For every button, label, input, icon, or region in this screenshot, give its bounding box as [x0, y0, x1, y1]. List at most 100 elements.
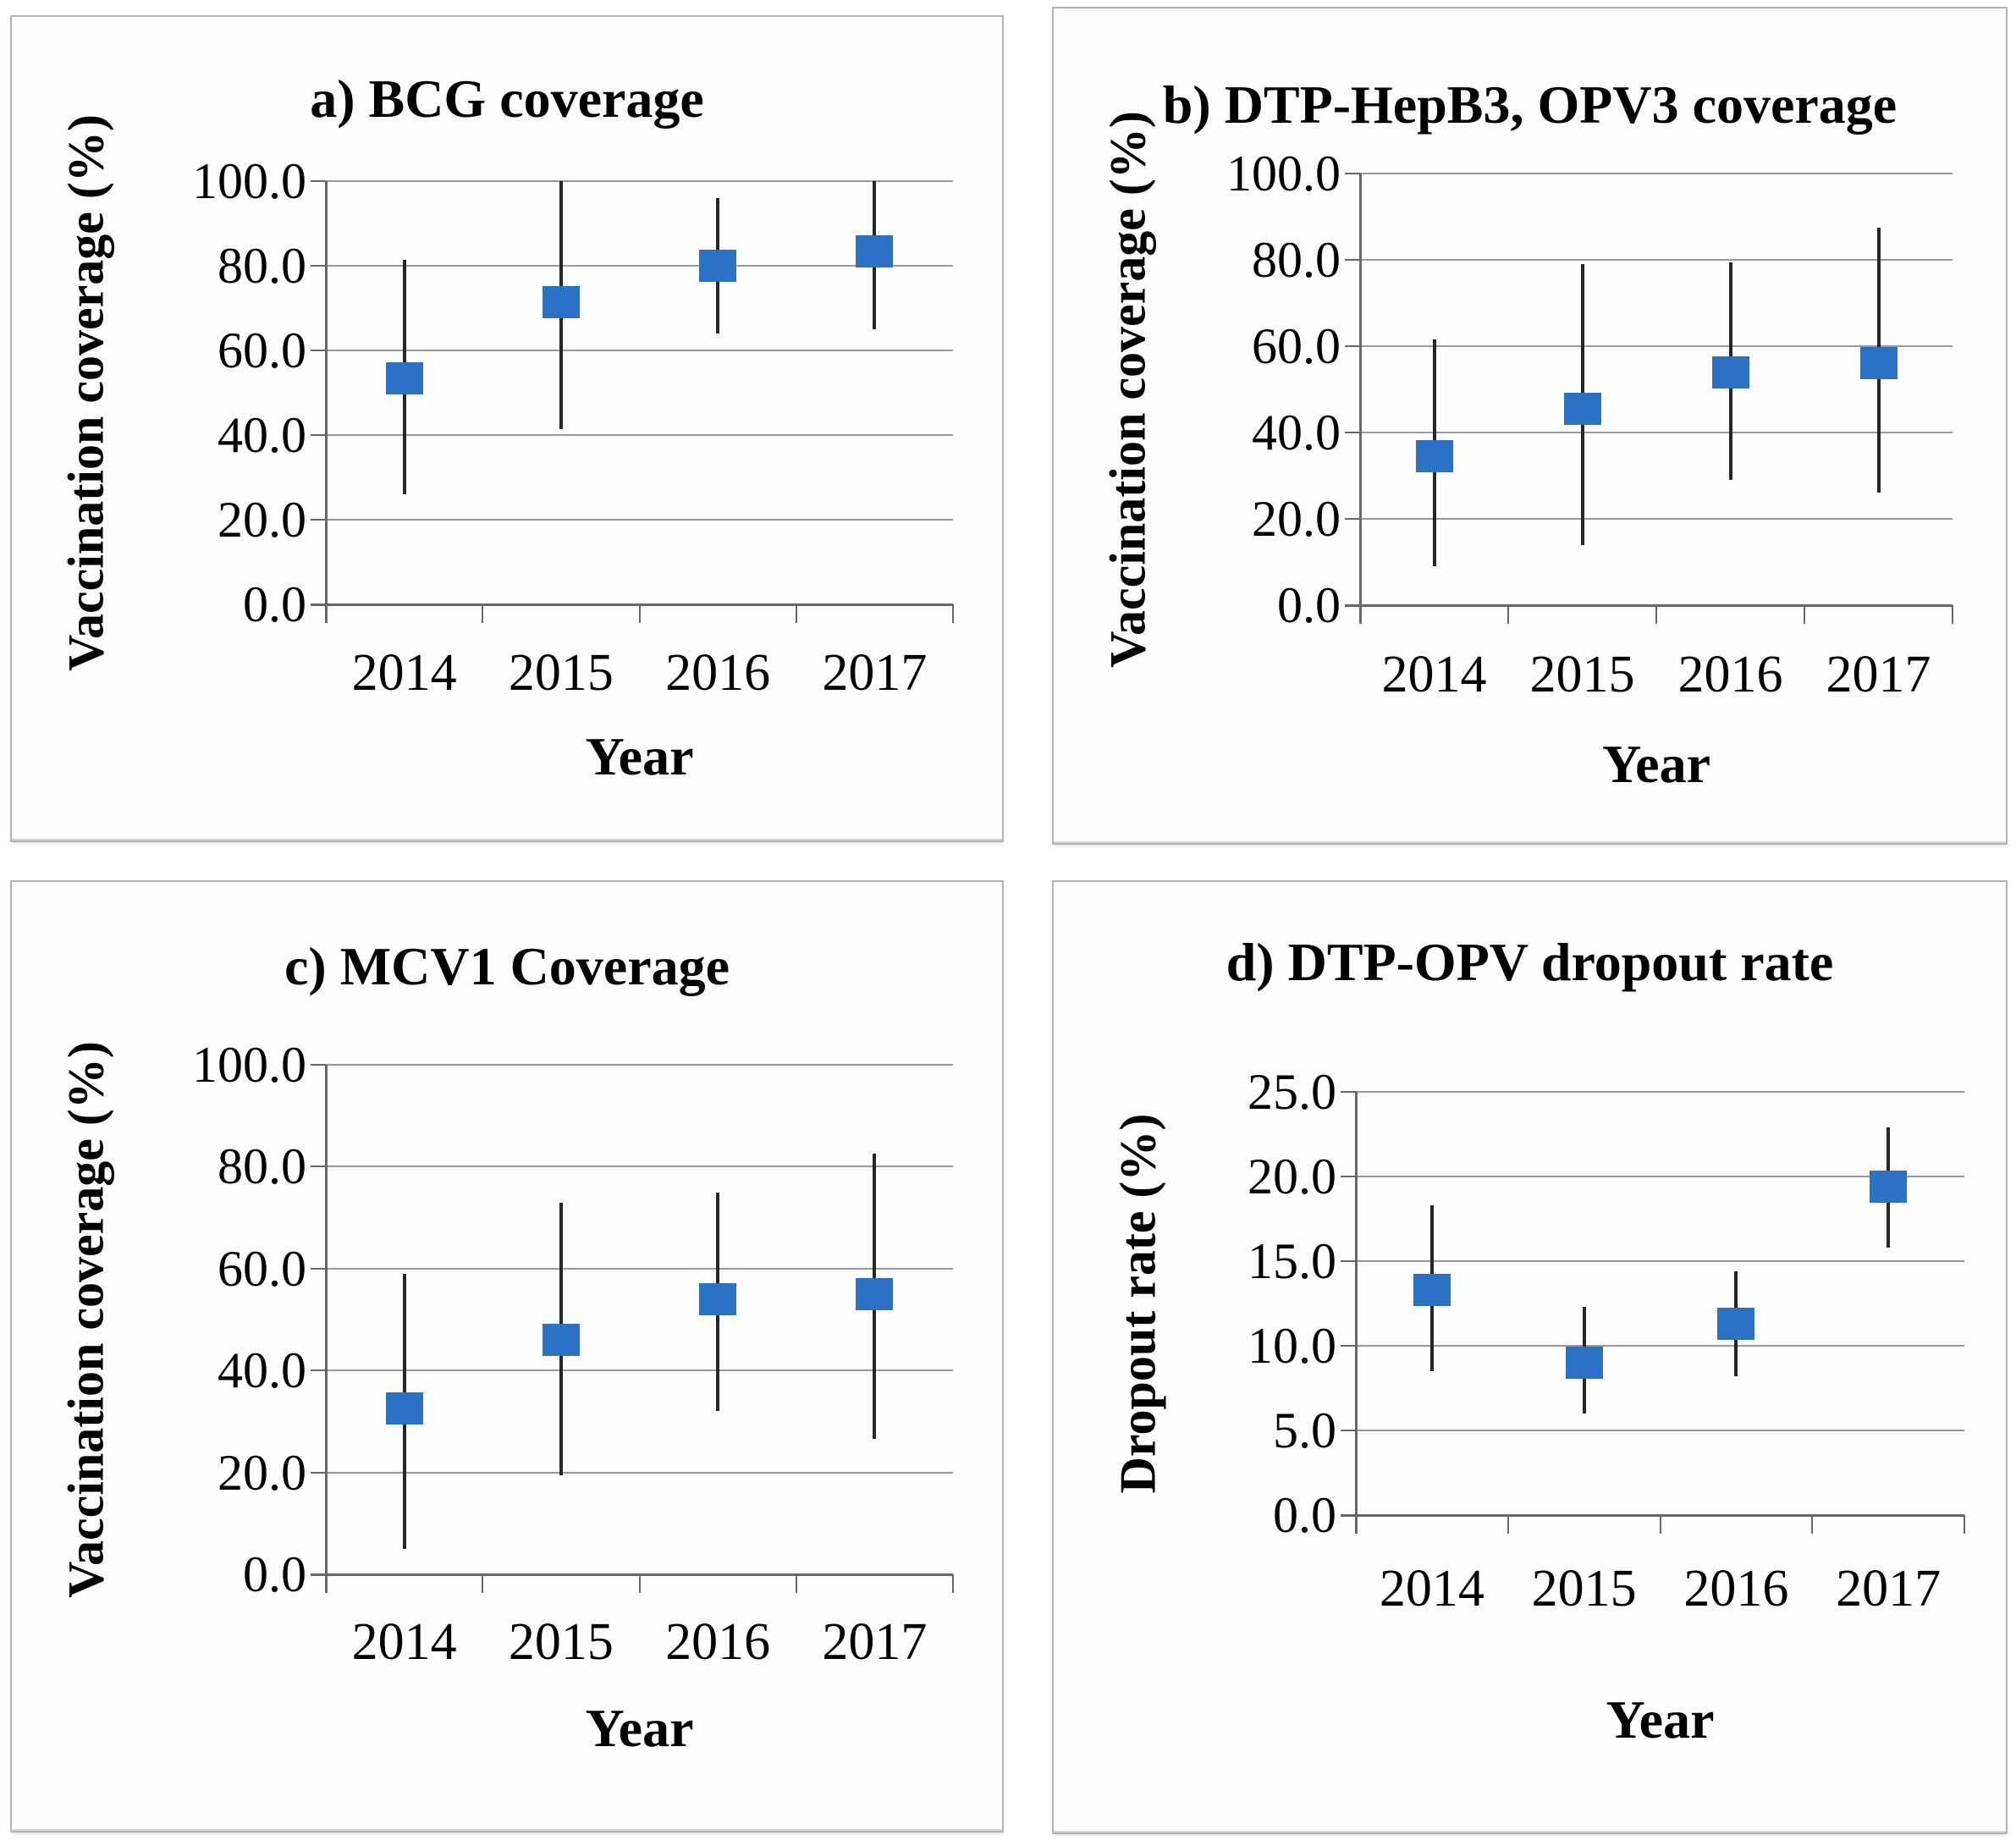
x-axis-tick [1506, 1515, 1509, 1534]
y-axis-tick [311, 350, 326, 351]
x-tick-label: 2016 [1683, 1560, 1789, 1617]
y-axis-tick [1345, 259, 1360, 261]
data-point-marker [699, 1282, 737, 1315]
gridline [326, 1064, 953, 1066]
x-axis-tick [795, 1574, 797, 1593]
gridline [326, 1267, 953, 1270]
y-axis-tick [1341, 1091, 1356, 1093]
x-axis-tick [638, 604, 641, 623]
gridline [1356, 1345, 1964, 1347]
x-tick-label: 2016 [665, 644, 771, 702]
y-axis-tick [1345, 518, 1360, 520]
panel-c-mcv1-coverage: c) MCV1 Coverage Vaccination coverage (%… [10, 880, 1004, 1832]
x-axis-tick [1659, 1515, 1661, 1534]
x-tick-label: 2016 [665, 1613, 771, 1671]
x-axis-title: Year [1606, 1689, 1715, 1750]
chart-title: d) DTP-OPV dropout rate [1226, 932, 1834, 992]
gridline [1356, 1091, 1964, 1093]
panel-d-dtp-opv-dropout-rate: d) DTP-OPV dropout rate Dropout rate (%)… [1052, 880, 2008, 1834]
gridline [1360, 345, 1953, 347]
data-point-marker [385, 1392, 423, 1425]
y-tick-label: 20.0 [1252, 491, 1341, 547]
x-tick-label: 2017 [1836, 1560, 1942, 1617]
y-tick-label: 100.0 [1226, 146, 1341, 201]
x-tick-label: 2015 [508, 644, 614, 702]
data-point-marker [856, 234, 894, 267]
y-tick-label: 15.0 [1248, 1233, 1336, 1289]
data-point-marker [1563, 392, 1601, 425]
y-axis-line [1359, 174, 1362, 624]
y-axis-tick [1345, 345, 1360, 347]
x-tick-label: 2015 [1529, 646, 1635, 703]
x-axis-line [1345, 604, 1953, 607]
x-axis-tick [638, 1574, 641, 1593]
y-tick-label: 60.0 [218, 322, 306, 378]
x-tick-label: 2014 [351, 644, 457, 702]
y-tick-label: 40.0 [218, 407, 306, 463]
y-axis-line [1355, 1092, 1358, 1534]
y-axis-tick [311, 1064, 326, 1066]
x-tick-label: 2016 [1677, 646, 1783, 703]
x-axis-tick [952, 604, 954, 623]
gridline [326, 519, 953, 521]
data-point-marker [1870, 1171, 1908, 1203]
gridline [326, 1165, 953, 1168]
y-tick-label: 0.0 [1273, 1487, 1336, 1543]
y-tick-label: 0.0 [243, 1546, 306, 1602]
y-tick-label: 100.0 [192, 1037, 306, 1093]
x-axis-tick [1507, 605, 1509, 624]
data-point-marker [385, 361, 423, 394]
x-axis-tick [1952, 605, 1953, 624]
y-tick-label: 60.0 [218, 1240, 306, 1297]
y-axis-tick [311, 434, 326, 436]
y-tick-label: 80.0 [218, 1138, 306, 1195]
gridline [326, 434, 953, 436]
gridline [1360, 259, 1953, 261]
y-axis-tick [1345, 173, 1360, 174]
y-axis-title: Vaccination coverage (%) [58, 1041, 114, 1598]
y-axis-tick [311, 519, 326, 521]
data-point-marker [856, 1277, 894, 1310]
y-axis-tick [1341, 1260, 1356, 1262]
x-axis-tick [1655, 605, 1657, 624]
y-axis-tick [311, 1165, 326, 1168]
data-point-marker [1413, 1274, 1451, 1306]
x-axis-tick [1811, 1515, 1814, 1534]
y-tick-label: 80.0 [218, 238, 306, 294]
y-tick-label: 0.0 [243, 576, 306, 632]
x-axis-title: Year [1602, 734, 1710, 794]
x-axis-line [311, 1573, 953, 1576]
x-axis-tick [1964, 1515, 1965, 1534]
x-tick-label: 2017 [822, 1613, 928, 1671]
gridline [326, 1369, 953, 1372]
x-tick-label: 2015 [1531, 1560, 1637, 1617]
x-axis-title: Year [585, 726, 694, 786]
panel-b-dtp-hepb3-opv3-coverage: b) DTP-HepB3, OPV3 coverage Vaccination … [1052, 7, 2008, 845]
gridline [1356, 1260, 1964, 1262]
gridline [326, 265, 953, 267]
y-axis-tick [311, 1267, 326, 1270]
y-tick-label: 100.0 [192, 153, 306, 209]
chart-title: b) DTP-HepB3, OPV3 coverage [1162, 74, 1898, 135]
x-tick-label: 2015 [508, 1613, 614, 1671]
y-axis-tick [311, 1471, 326, 1474]
gridline [1360, 432, 1953, 433]
gridline [326, 350, 953, 351]
y-tick-label: 10.0 [1248, 1318, 1336, 1374]
y-tick-label: 25.0 [1248, 1064, 1336, 1120]
y-axis-line [325, 1065, 328, 1593]
gridline [326, 180, 953, 182]
y-tick-label: 20.0 [218, 1444, 306, 1501]
x-axis-tick [952, 1574, 954, 1593]
x-axis-line [1341, 1514, 1964, 1517]
data-point-marker [699, 250, 737, 282]
chart-title: c) MCV1 Coverage [284, 936, 730, 996]
x-axis-tick [1804, 605, 1805, 624]
data-point-marker [1565, 1347, 1603, 1379]
panel-a-bcg-coverage: a) BCG coverage Vaccination coverage (%)… [10, 15, 1004, 842]
y-axis-tick [1341, 1430, 1356, 1431]
x-axis-tick [795, 604, 797, 623]
y-tick-label: 20.0 [218, 492, 306, 548]
y-tick-label: 60.0 [1252, 318, 1341, 374]
data-point-marker [1859, 347, 1898, 380]
